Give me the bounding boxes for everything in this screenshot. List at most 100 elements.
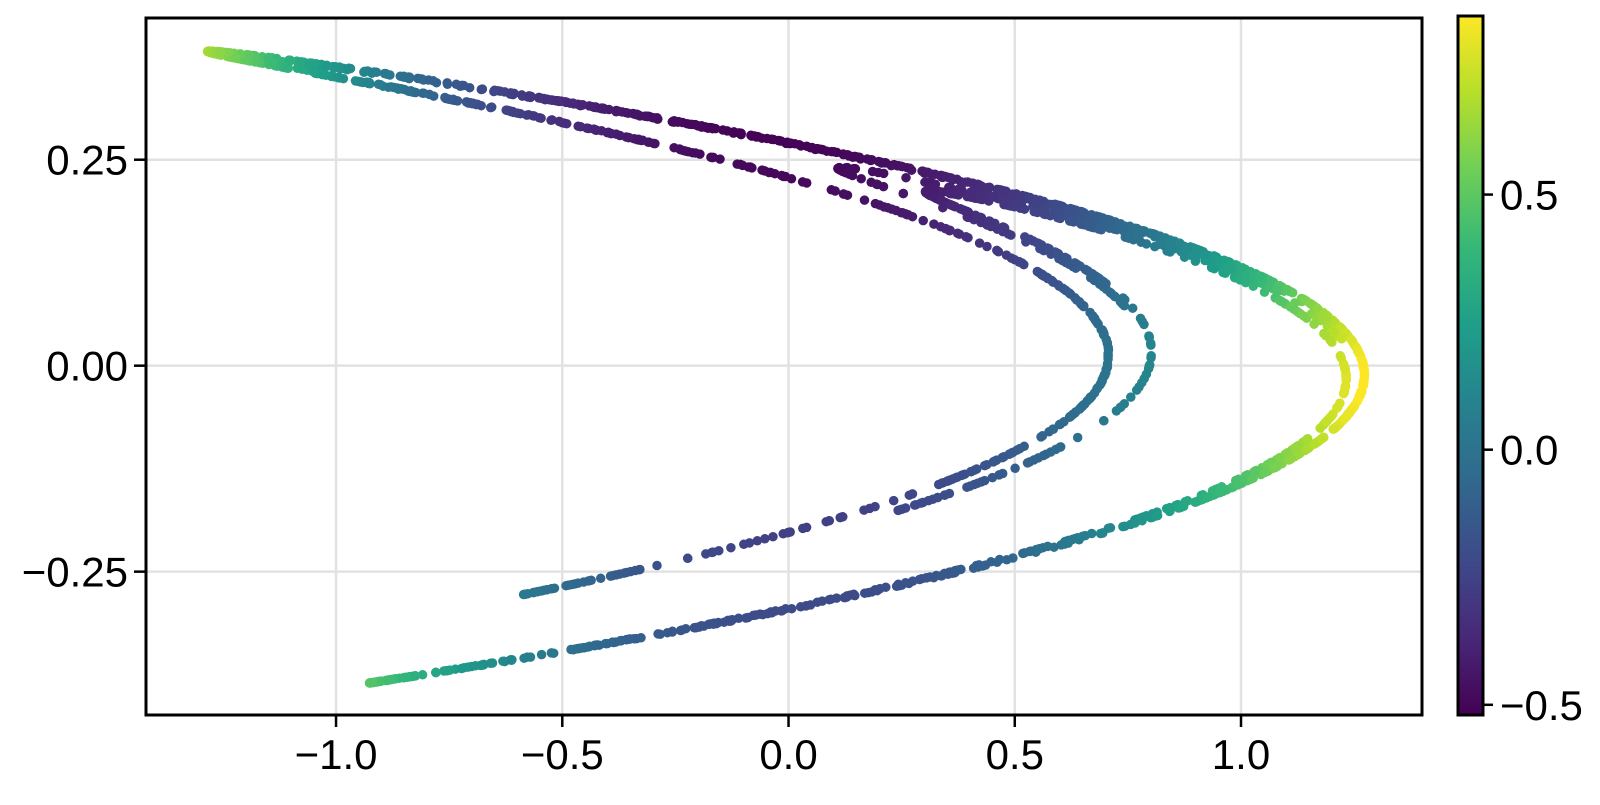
scatter-point — [1199, 249, 1210, 259]
scatter-point — [844, 169, 855, 179]
x-tick-label: −0.5 — [521, 731, 604, 778]
scatter-point — [1353, 394, 1364, 404]
scatter-point — [1069, 258, 1080, 268]
scatter-point — [998, 226, 1008, 237]
scatter-point — [1130, 518, 1140, 528]
scatter-point — [898, 188, 909, 199]
scatter-point — [945, 188, 956, 199]
scatter-point — [988, 191, 998, 202]
scatter-point — [451, 79, 462, 90]
scatter-point — [744, 538, 755, 548]
scatter-point — [1358, 360, 1368, 370]
x-tick-label: 1.0 — [1212, 731, 1270, 778]
scatter-point — [971, 560, 982, 571]
scatter-point — [681, 146, 691, 156]
scatter-point — [1099, 416, 1109, 426]
scatter-point — [1119, 301, 1130, 311]
scatter-point — [1309, 439, 1319, 449]
scatter-point — [1006, 230, 1016, 240]
scatter-point — [1088, 269, 1098, 280]
scatter-point — [1055, 419, 1066, 429]
scatter-point — [1065, 289, 1076, 299]
scatter-point — [950, 473, 961, 483]
scatter-point — [1213, 256, 1224, 266]
scatter-point — [359, 67, 369, 77]
scatter-point — [476, 100, 486, 111]
scatter-point — [1124, 233, 1134, 243]
scatter-point — [1233, 480, 1243, 490]
scatter-point — [1050, 199, 1060, 210]
scatter-point — [386, 82, 396, 92]
scatter-point — [893, 579, 904, 590]
scatter-point — [1338, 388, 1349, 399]
scatter-point — [1309, 319, 1319, 329]
scatter-point — [676, 625, 687, 635]
scatter-point — [1271, 285, 1282, 295]
scatter-point — [830, 186, 840, 196]
scatter-point — [801, 522, 812, 533]
scatter-point — [975, 194, 986, 205]
scatter-point — [1076, 402, 1087, 412]
scatter-point — [495, 86, 506, 96]
scatter-point — [1134, 382, 1144, 392]
scatter-point — [904, 490, 915, 500]
scatter-point — [1098, 528, 1108, 538]
scatter-point — [1099, 329, 1109, 339]
plot-grid — [146, 18, 1422, 715]
scatter-point — [944, 488, 955, 499]
scatter-point — [667, 117, 678, 127]
scatter-point — [962, 177, 973, 187]
scatter-point — [1294, 440, 1304, 451]
scatter-point — [1067, 534, 1078, 545]
scatter-point — [873, 167, 884, 178]
scatter-point — [1077, 531, 1088, 541]
scatter-point — [1190, 250, 1200, 261]
scatter-point — [417, 88, 428, 98]
scatter-point — [948, 568, 959, 578]
scatter-point — [794, 139, 804, 150]
scatter-point — [1144, 361, 1155, 371]
scatter-point — [937, 196, 947, 206]
scatter-point — [400, 672, 411, 682]
scatter-point — [1176, 502, 1186, 513]
scatter-point — [566, 579, 576, 590]
scatter-point — [1137, 225, 1148, 236]
scatter-point — [442, 78, 452, 88]
scatter-point — [1356, 386, 1366, 397]
scatter-point — [442, 666, 452, 676]
scatter-point — [1126, 392, 1136, 402]
scatter-point — [1118, 521, 1128, 532]
scatter-point — [1068, 217, 1079, 227]
scatter-point — [986, 557, 996, 567]
scatter-point — [1141, 511, 1152, 521]
scatter-point — [404, 73, 414, 84]
scatter-point — [230, 53, 241, 63]
scatter-point — [1009, 254, 1020, 265]
scatter-point — [1315, 423, 1325, 433]
scatter-point — [1092, 383, 1103, 393]
scatter-point — [1274, 453, 1285, 463]
scatter-point — [1342, 410, 1353, 420]
scatter-point — [1148, 229, 1158, 239]
scatter-point — [807, 142, 817, 153]
scatter-point — [834, 162, 845, 173]
scatter-point — [1182, 496, 1193, 506]
scatter-point — [838, 189, 849, 199]
scatter-point — [1006, 448, 1017, 458]
scatter-point — [918, 215, 928, 226]
scatter-point — [1017, 258, 1027, 268]
scatter-point — [1048, 424, 1058, 434]
scatter-point — [1025, 234, 1035, 245]
scatter-point — [929, 572, 939, 583]
scatter-point — [1015, 443, 1025, 454]
scatter-point — [595, 573, 606, 584]
scatter-point — [546, 648, 557, 658]
scatter-point — [1190, 497, 1200, 507]
scatter-point — [516, 90, 527, 100]
scatter-point — [1320, 310, 1331, 320]
scatter-point — [1152, 510, 1163, 521]
scatter-point — [1237, 263, 1248, 273]
scatter-point — [1029, 206, 1039, 217]
scatter-point — [546, 115, 556, 126]
